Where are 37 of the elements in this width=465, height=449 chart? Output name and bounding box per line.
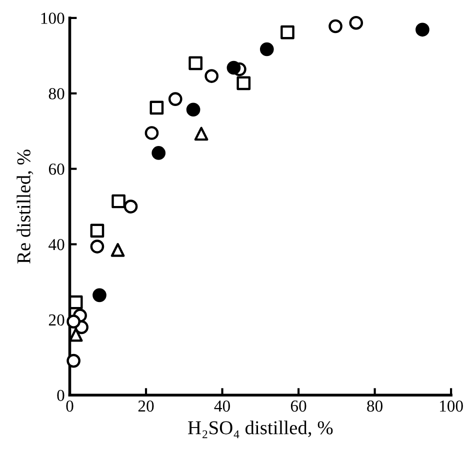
point	[66, 354, 80, 368]
point	[204, 69, 219, 83]
x-tick-label: 40	[214, 400, 230, 412]
point	[349, 16, 364, 30]
point	[236, 76, 251, 90]
point	[92, 288, 106, 302]
x-tick-label: 80	[367, 400, 382, 412]
point	[194, 126, 208, 141]
x-tick-label: 0	[66, 400, 74, 412]
point	[150, 100, 164, 115]
point	[168, 92, 182, 106]
point	[90, 240, 104, 254]
x-axis-title: H₂SO₄ distilled, %	[188, 420, 333, 438]
y-axis-title: Re distilled, %	[16, 150, 34, 264]
point	[328, 19, 342, 34]
point	[110, 242, 125, 257]
x-tick-label: 20	[138, 400, 154, 412]
y-tick-label: 80	[48, 88, 64, 100]
point	[186, 102, 200, 117]
y-tick-label: 60	[48, 164, 64, 175]
point	[152, 146, 166, 160]
y-tick-label: 0	[57, 390, 64, 402]
point	[90, 224, 104, 238]
x-tick-label: 100	[440, 400, 463, 412]
point	[260, 42, 274, 56]
y-tick-label: 20	[48, 314, 64, 326]
y-tick-label: 100	[41, 12, 64, 24]
point	[280, 25, 294, 40]
point	[124, 200, 138, 214]
y-tick-label: 40	[48, 238, 64, 250]
x-tick-label: 60	[290, 400, 306, 412]
point	[66, 314, 80, 328]
point	[416, 22, 430, 37]
point	[144, 126, 159, 140]
point	[226, 60, 241, 75]
point	[112, 194, 126, 208]
point	[188, 56, 202, 70]
